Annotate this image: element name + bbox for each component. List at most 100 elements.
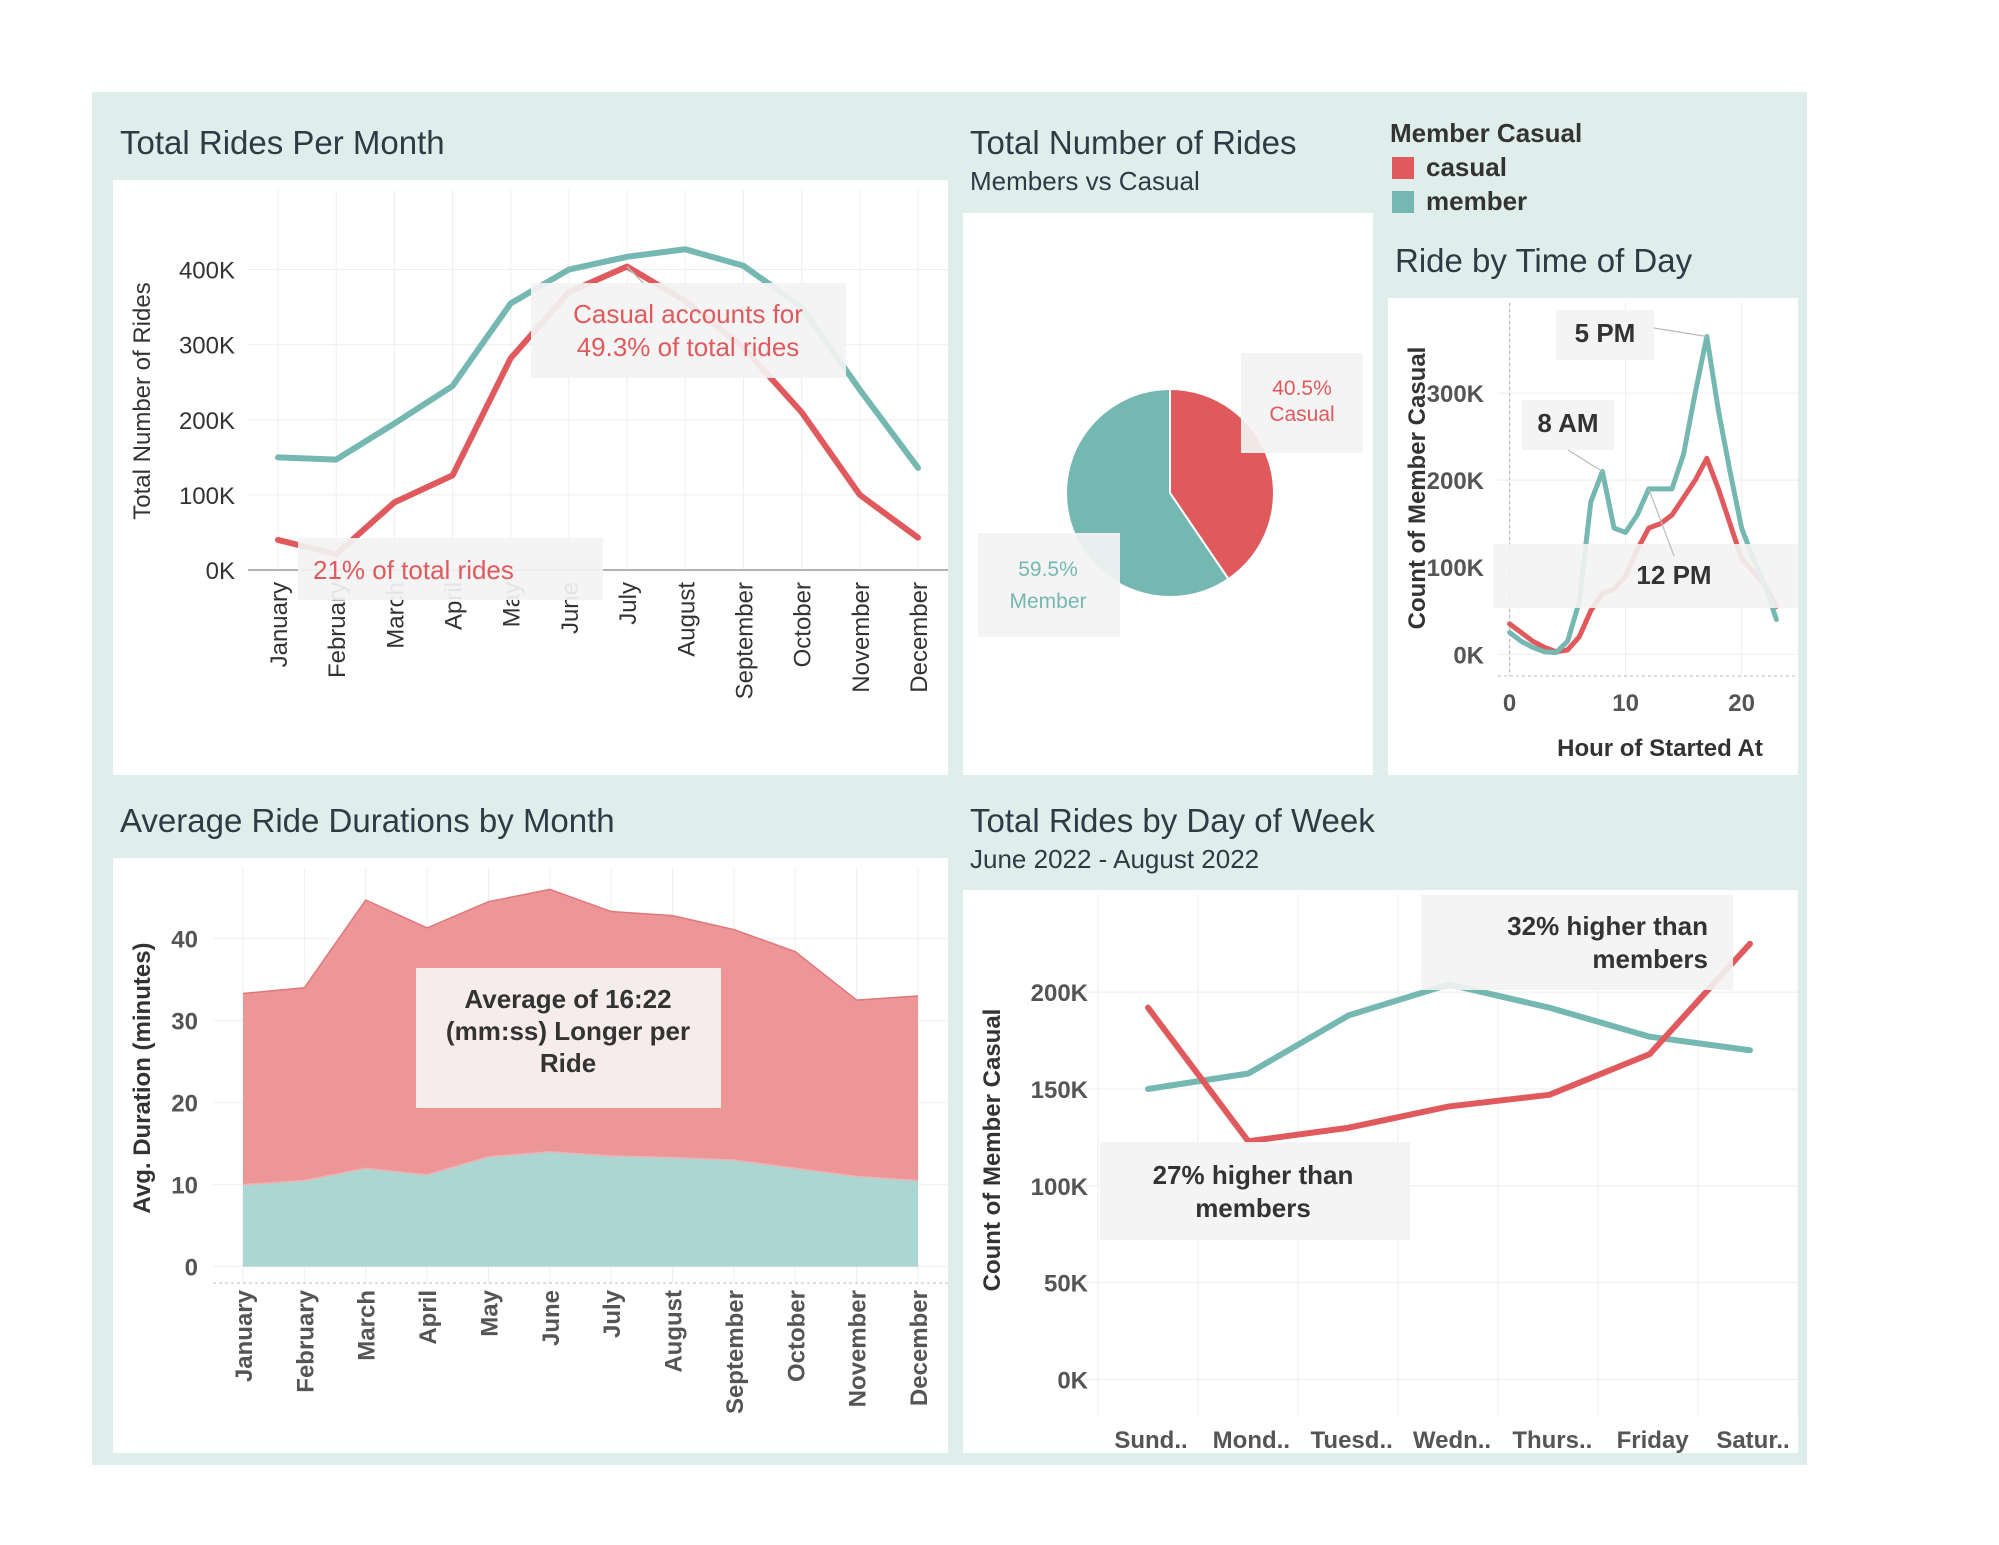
duration-xtick: January xyxy=(231,1289,258,1382)
monthly-xtick: October xyxy=(790,582,817,667)
dow-xtick: Tuesd.. xyxy=(1311,1427,1393,1453)
duration-xtick: July xyxy=(599,1289,626,1338)
dow-series-member xyxy=(1145,981,1753,1092)
monthly-ylabel: Total Number of Rides xyxy=(129,282,156,519)
monthly-annotation-jan-share: 21% of total rides xyxy=(313,555,514,585)
monthly-ytick: 100K xyxy=(179,483,235,510)
tod-annotation-8am: 8 AM xyxy=(1537,408,1598,438)
tod-ytick: 0K xyxy=(1453,642,1484,669)
legend-swatch-casual xyxy=(1392,156,1414,179)
monthly-series-casual xyxy=(275,263,921,558)
dow-annotation-sat-bg xyxy=(1421,895,1733,990)
monthly-annotation-casual-share: Casual accounts for 49.3% of total rides xyxy=(573,299,803,362)
duration-xtick: November xyxy=(845,1290,872,1407)
dow-chart: 0K 50K 100K 150K 200K Sund.. Mond.. Tuesd.. Wedn… xyxy=(979,895,1799,1454)
monthly-xtick: January xyxy=(266,582,293,667)
duration-xtick: December xyxy=(906,1290,933,1406)
duration-xtick: August xyxy=(661,1290,688,1373)
monthly-xtick: November xyxy=(848,582,875,693)
duration-annotation: Average of 16:22 (mm:ss) Longer per Ride xyxy=(446,984,690,1078)
dow-xtick: Friday xyxy=(1617,1427,1690,1453)
tod-12pm-leader xyxy=(1648,488,1675,557)
tod-title: Ride by Time of Day xyxy=(1395,242,1693,279)
tod-12pm-bg xyxy=(1493,544,1798,608)
tod-panel: 0K 100K 200K 300K 0 10 20 Hour of Started At Cou… xyxy=(1388,298,1798,775)
dow-xtick: Mond.. xyxy=(1213,1427,1290,1453)
tod-xtick: 0 xyxy=(1503,690,1516,717)
duration-ytick: 10 xyxy=(171,1173,198,1200)
duration-panel: 0 10 20 30 40 January February March April May Jun… xyxy=(113,858,948,1453)
duration-annotation-bg xyxy=(416,968,721,1108)
duration-xtick: March xyxy=(354,1290,381,1361)
duration-ytick: 0 xyxy=(185,1255,198,1282)
duration-chart: 0 10 20 30 40 January February March April May Jun… xyxy=(129,868,948,1414)
dow-xtick: Wedn.. xyxy=(1413,1427,1491,1453)
duration-xtick: May xyxy=(476,1289,503,1336)
pie-label-casual: 40.5% Casual xyxy=(1269,377,1334,426)
tod-annotation-5pm: 5 PM xyxy=(1575,318,1636,348)
tod-8am-leader xyxy=(1567,449,1603,472)
duration-line-casual xyxy=(242,888,919,1001)
dow-panel: 0K 50K 100K 150K 200K Sund.. Mond.. Tuesd.. Wedn… xyxy=(963,890,1799,1454)
legend-item-casual[interactable]: casual xyxy=(1392,152,1507,183)
tod-ytick: 100K xyxy=(1427,555,1485,582)
tod-5pm-leader xyxy=(1653,327,1707,338)
tod-series-member xyxy=(1507,333,1779,656)
duration-title: Average Ride Durations by Month xyxy=(120,802,615,839)
duration-ytick: 30 xyxy=(171,1009,198,1036)
dow-annotation-sat: 32% higher than members xyxy=(1507,911,1708,974)
legend-swatch-member xyxy=(1392,190,1414,213)
dow-ytick: 50K xyxy=(1044,1271,1089,1298)
dow-annotation-sun-bg xyxy=(1100,1142,1410,1240)
pie-label-member-bg xyxy=(978,533,1120,637)
duration-xtick: June xyxy=(538,1290,565,1346)
dow-title: Total Rides by Day of Week xyxy=(970,802,1375,839)
monthly-xtick: December xyxy=(906,582,933,693)
pie-title: Total Number of Rides xyxy=(970,124,1297,161)
duration-line-member xyxy=(242,1151,919,1186)
duration-xtick: September xyxy=(722,1290,749,1414)
monthly-xtick: August xyxy=(673,582,700,657)
duration-ytick: 20 xyxy=(171,1091,198,1118)
dow-series-casual xyxy=(1145,940,1753,1145)
dow-ytick: 150K xyxy=(1031,1077,1089,1104)
tod-ytick: 300K xyxy=(1427,381,1485,408)
pie-subtitle: Members vs Casual xyxy=(970,166,1200,196)
monthly-xtick: July xyxy=(615,582,642,625)
dow-xtick: Thurs.. xyxy=(1512,1427,1592,1453)
pie-panel: 40.5% Casual 59.5% Member xyxy=(963,213,1373,775)
tod-chart: 0K 100K 200K 300K 0 10 20 Hour of Started At Cou… xyxy=(1404,303,1798,762)
monthly-ytick: 300K xyxy=(179,333,235,360)
duration-xtick: October xyxy=(783,1290,810,1382)
legend-label-member: member xyxy=(1426,186,1528,216)
duration-xtick: February xyxy=(292,1289,319,1392)
legend-title: Member Casual xyxy=(1390,118,1583,148)
tod-5pm-bg xyxy=(1556,310,1654,360)
legend-item-member[interactable]: member xyxy=(1392,186,1527,217)
tod-xtick: 10 xyxy=(1612,690,1639,717)
pie-chart: 40.5% Casual 59.5% Member xyxy=(978,353,1363,637)
legend-label-casual: casual xyxy=(1426,152,1507,182)
tod-xlabel: Hour of Started At xyxy=(1557,735,1763,762)
monthly-annotation-bg xyxy=(531,283,846,378)
monthly-ytick: 0K xyxy=(206,558,235,585)
pie-label-casual-bg xyxy=(1241,353,1363,453)
duration-ylabel: Avg. Duration (minutes) xyxy=(129,942,156,1213)
dow-ytick: 0K xyxy=(1057,1368,1088,1395)
monthly-ytick: 400K xyxy=(179,258,235,285)
duration-ytick: 40 xyxy=(171,927,198,954)
pie-label-member: 59.5% Member xyxy=(1009,558,1086,613)
dow-annotation-sun: 27% higher than members xyxy=(1153,1160,1354,1223)
dow-xtick: Satur.. xyxy=(1716,1427,1789,1453)
tod-8am-bg xyxy=(1522,400,1614,450)
tod-ylabel: Count of Member Casual xyxy=(1404,347,1431,630)
dow-ytick: 200K xyxy=(1031,980,1089,1007)
monthly-panel: 0K 100K 200K 300K 400K January February March Ap… xyxy=(113,180,948,775)
monthly-title: Total Rides Per Month xyxy=(120,124,445,161)
dow-subtitle: June 2022 - August 2022 xyxy=(970,844,1260,874)
monthly-ytick: 200K xyxy=(179,408,235,435)
dow-ylabel: Count of Member Casual xyxy=(979,1009,1006,1292)
duration-xtick: April xyxy=(415,1290,442,1345)
monthly-xtick: September xyxy=(731,582,758,699)
